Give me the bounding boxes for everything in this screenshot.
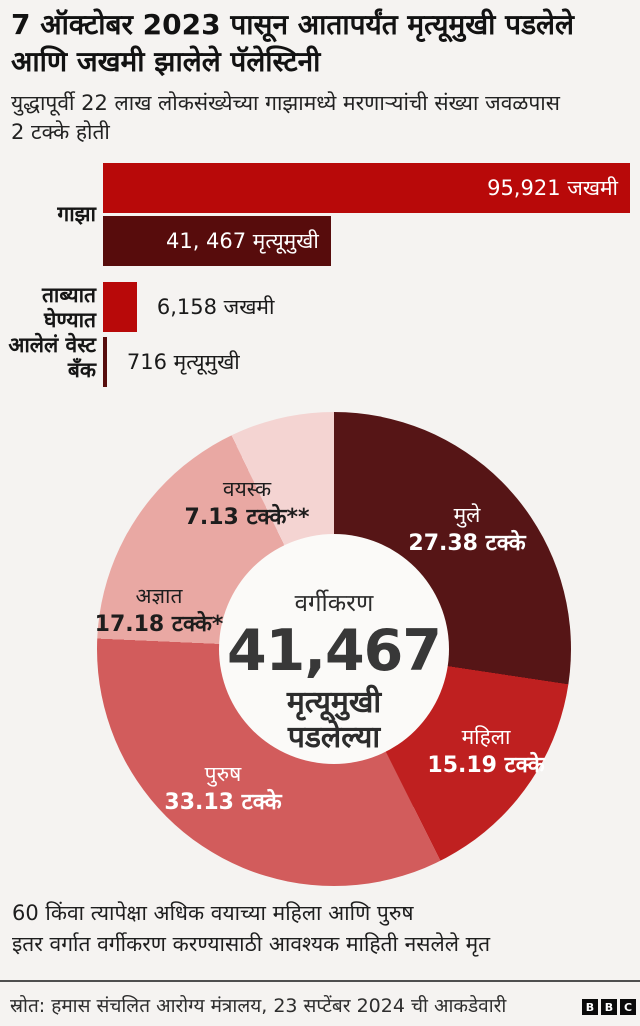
slice-name: पुरुष bbox=[204, 762, 242, 786]
bar-group-gaza: गाझा 95,921 जखमी 41, 467 मृत्यूमुखी bbox=[0, 163, 630, 266]
bar-group-westbank: ताब्यात घेण्यात आलेलं वेस्ट बँक 6,158 जख… bbox=[0, 282, 630, 387]
footnote-elderly: 60 किंवा त्यापेक्षा अधिक वयाच्या महिला आ… bbox=[12, 901, 414, 925]
bar-value-gaza-dead: 41, 467 मृत्यूमुखी bbox=[165, 229, 319, 253]
slice-name: वयस्क bbox=[222, 477, 272, 501]
bar-value-westbank-injured: 6,158 जखमी bbox=[156, 295, 275, 319]
slice-label-women: महिला 15.19 टक्के bbox=[427, 724, 544, 780]
footnote-unknown: इतर वर्गात वर्गीकरण करण्यासाठी आवश्यक मा… bbox=[12, 932, 491, 956]
slice-pct: 17.18 टक्के* bbox=[94, 612, 224, 637]
donut-chart: वर्गीकरण 41,467 मृत्यूमुखी पडलेल्या मुले… bbox=[95, 412, 571, 886]
slice-name: मुले bbox=[453, 503, 481, 527]
donut-center-title: वर्गीकरण bbox=[294, 589, 374, 617]
footnotes: 60 किंवा त्यापेक्षा अधिक वयाच्या महिला आ… bbox=[12, 898, 630, 960]
slice-name: अज्ञात bbox=[135, 584, 183, 608]
slice-label-unknown: अज्ञात 17.18 टक्के* bbox=[95, 583, 224, 639]
bbc-logo: B B C bbox=[582, 999, 636, 1015]
bar-westbank-dead bbox=[103, 337, 107, 387]
bar-westbank-injured bbox=[103, 282, 137, 332]
donut-center-sub2: पडलेल्या bbox=[287, 720, 381, 755]
header: 7 ऑक्टोबर 2023 पासून आतापर्यंत मृत्यूमुख… bbox=[11, 6, 630, 147]
bar-value-westbank-dead: 716 मृत्यूमुखी bbox=[126, 350, 240, 374]
footer-divider bbox=[0, 980, 640, 982]
slice-pct: 33.13 टक्के bbox=[164, 790, 282, 815]
bar-group-label-gaza: गाझा bbox=[57, 202, 96, 226]
bbc-logo-block-2: B bbox=[601, 999, 617, 1015]
chart-subtitle: युद्धापूर्वी 22 लाख लोकसंख्येच्या गाझामध… bbox=[11, 91, 560, 144]
bar-chart: गाझा 95,921 जखमी 41, 467 मृत्यूमुखी ताब्… bbox=[0, 163, 630, 387]
bar-gaza-injured: 95,921 जखमी bbox=[103, 163, 630, 213]
bar-value-gaza-injured: 95,921 जखमी bbox=[487, 176, 618, 200]
slice-label-children: मुले 27.38 टक्के bbox=[408, 502, 525, 558]
bar-group-label-westbank: ताब्यात घेण्यात आलेलं वेस्ट बँक bbox=[8, 283, 96, 382]
slice-label-elderly: वयस्क 7.13 टक्के** bbox=[185, 476, 310, 532]
slice-pct: 27.38 टक्के bbox=[408, 531, 526, 556]
donut-center: वर्गीकरण 41,467 मृत्यूमुखी पडलेल्या bbox=[219, 534, 449, 764]
bbc-logo-block-3: C bbox=[620, 999, 636, 1015]
slice-label-men: पुरुष 33.13 टक्के bbox=[164, 761, 281, 817]
slice-pct: 7.13 टक्के** bbox=[184, 505, 310, 530]
bar-gaza-dead: 41, 467 मृत्यूमुखी bbox=[103, 216, 331, 266]
source-text: स्रोत: हमास संचलित आरोग्य मंत्रालय, 23 स… bbox=[10, 995, 507, 1017]
chart-title: 7 ऑक्टोबर 2023 पासून आतापर्यंत मृत्यूमुख… bbox=[11, 8, 575, 78]
donut-center-total: 41,467 bbox=[227, 618, 442, 684]
donut-center-sub1: मृत्यूमुखी bbox=[286, 685, 382, 720]
slice-pct: 15.19 टक्के bbox=[427, 753, 545, 778]
bbc-logo-block-1: B bbox=[582, 999, 598, 1015]
slice-name: महिला bbox=[461, 725, 511, 749]
